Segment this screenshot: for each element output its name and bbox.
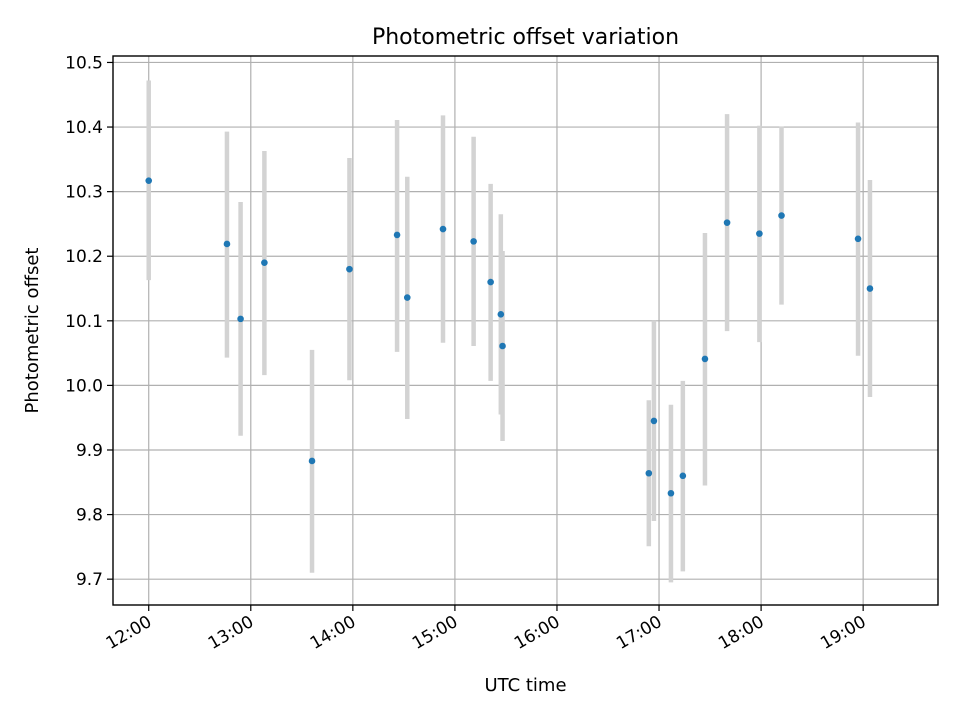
data-point: [237, 315, 244, 323]
x-axis-label: UTC time: [484, 675, 566, 696]
data-point: [223, 240, 231, 248]
data-point: [701, 355, 709, 363]
data-point: [667, 489, 675, 497]
data-point: [650, 417, 658, 425]
data-point: [778, 212, 785, 219]
plot-area-frame: [112, 55, 939, 606]
y-tick-label: 9.7: [76, 570, 103, 590]
data-point: [854, 235, 862, 243]
data-point: [346, 265, 353, 273]
y-tick-label: 9.8: [76, 506, 103, 526]
data-point: [439, 225, 447, 233]
y-tick-label: 10.1: [65, 312, 103, 332]
data-point: [470, 238, 477, 245]
y-axis-label: Photometric offset: [22, 248, 43, 414]
data-point: [393, 231, 401, 239]
y-tick-label: 10.2: [65, 247, 103, 267]
data-point: [756, 230, 763, 237]
data-point: [145, 177, 153, 184]
y-tick-label: 9.9: [76, 441, 103, 461]
chart-title: Photometric offset variation: [372, 25, 679, 50]
data-point: [645, 469, 653, 477]
data-point: [723, 219, 731, 226]
data-point: [679, 472, 687, 480]
y-tick-label: 10.5: [65, 53, 103, 73]
data-point: [866, 285, 874, 292]
grid-layer: [113, 56, 938, 605]
data-point: [403, 294, 411, 301]
data-point: [497, 311, 505, 318]
y-tick-label: 10.3: [65, 183, 103, 203]
data-point: [487, 278, 494, 286]
data-point: [308, 457, 316, 465]
y-tick-label: 10.4: [65, 118, 103, 138]
point-layer: [145, 177, 874, 497]
y-tick-label: 10.0: [65, 376, 103, 396]
data-point: [499, 342, 506, 350]
data-point: [261, 259, 268, 266]
